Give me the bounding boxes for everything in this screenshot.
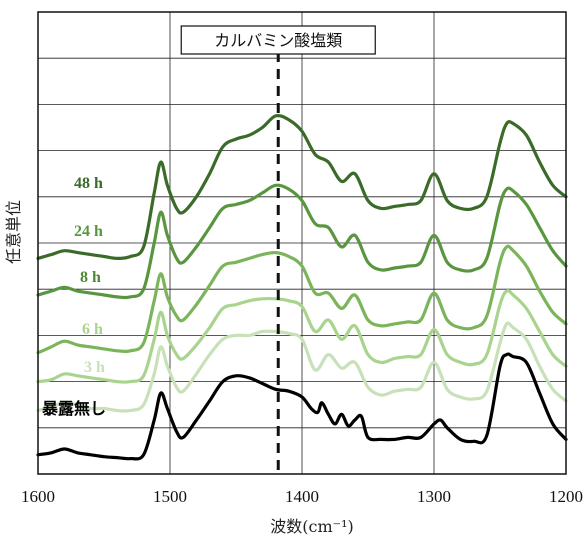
x-tick-label: 1400: [285, 487, 319, 506]
x-tick-label: 1300: [417, 487, 451, 506]
series-label: 暴露無し: [41, 399, 106, 418]
series-label: 3 h: [84, 359, 105, 376]
y-axis-label: 任意単位: [4, 200, 23, 264]
series-line-2: [36, 289, 568, 384]
series-line-3: [36, 244, 568, 355]
series-label: 8 h: [80, 269, 101, 286]
x-tick-label: 1500: [153, 487, 187, 506]
grid-lines: [38, 12, 566, 474]
series-line-4: [36, 183, 568, 300]
series-label: 48 h: [74, 175, 103, 192]
x-tick-label: 1600: [21, 487, 55, 506]
plot-frame: [37, 11, 567, 475]
series-layer: [36, 114, 568, 461]
annotation-label: カルバミン酸塩類: [214, 31, 342, 50]
series-labels: 48 h 24 h 8 h 6 h 3 h 暴露無し: [41, 175, 106, 418]
series-label: 24 h: [74, 223, 103, 240]
x-tick-labels: 1600 1500 1400 1300 1200: [21, 487, 583, 506]
x-axis-label: 波数(cm⁻¹): [270, 517, 353, 536]
series-line-5: [36, 114, 568, 260]
series-line-0: [36, 352, 568, 461]
x-tick-label: 1200: [549, 487, 583, 506]
series-line-1: [36, 321, 568, 413]
series-label: 6 h: [82, 321, 103, 338]
annotation-box: [180, 25, 376, 55]
